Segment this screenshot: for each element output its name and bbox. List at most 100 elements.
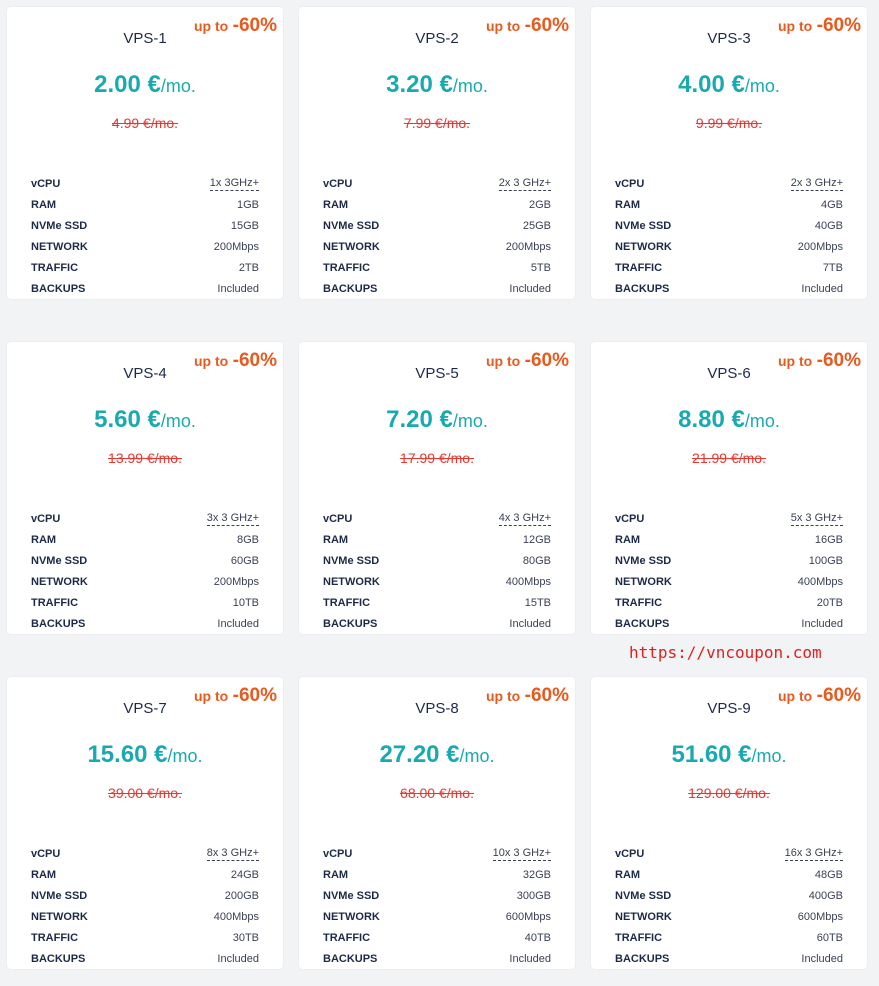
plan-name: VPS-7 bbox=[123, 700, 167, 717]
spec-label: RAM bbox=[615, 533, 641, 546]
discount-badge: up to -60% bbox=[778, 15, 861, 37]
discount-value: -60% bbox=[232, 350, 277, 371]
spec-label: BACKUPS bbox=[323, 617, 378, 630]
price-amount: 8.80 € bbox=[678, 406, 745, 433]
spec-value: 60GB bbox=[230, 554, 259, 567]
vcpu-tooltip-value[interactable]: 8x 3 GHz+ bbox=[206, 846, 259, 861]
spec-value: 12GB bbox=[522, 533, 551, 546]
spec-label: RAM bbox=[615, 868, 641, 881]
discount-prefix: up to bbox=[193, 688, 229, 704]
plan-card[interactable]: up to -60% VPS-5 7.20 €/mo. 17.99 €/mo. … bbox=[299, 342, 575, 634]
spec-row-ssd: NVMe SSD 400GB bbox=[615, 885, 843, 906]
spec-value: Included bbox=[801, 617, 843, 630]
plan-card[interactable]: up to -60% VPS-4 5.60 €/mo. 13.99 €/mo. … bbox=[7, 342, 283, 634]
spec-row-ssd: NVMe SSD 60GB bbox=[31, 550, 259, 571]
spec-list: vCPU 8x 3 GHz+ RAM 24GB NVMe SSD 200GB NETW… bbox=[31, 843, 259, 969]
spec-label: vCPU bbox=[615, 512, 645, 525]
price-amount: 7.20 € bbox=[386, 406, 453, 433]
price-amount: 4.00 € bbox=[678, 71, 745, 98]
spec-value: 200Mbps bbox=[797, 240, 843, 253]
plan-card[interactable]: up to -60% VPS-1 2.00 €/mo. 4.99 €/mo. v… bbox=[7, 7, 283, 299]
price-amount: 15.60 € bbox=[87, 741, 168, 768]
discount-badge: up to -60% bbox=[778, 685, 861, 707]
plan-card[interactable]: up to -60% VPS-9 51.60 €/mo. 129.00 €/mo… bbox=[591, 677, 867, 969]
spec-value: 200Mbps bbox=[213, 575, 259, 588]
spec-label: vCPU bbox=[31, 177, 61, 190]
spec-row-traffic: TRAFFIC 2TB bbox=[31, 257, 259, 278]
spec-label: RAM bbox=[323, 868, 349, 881]
spec-row-backups: BACKUPS Included bbox=[323, 613, 551, 634]
spec-value: 40TB bbox=[524, 931, 551, 944]
spec-row-traffic: TRAFFIC 40TB bbox=[323, 927, 551, 948]
vcpu-tooltip-value[interactable]: 3x 3 GHz+ bbox=[206, 511, 259, 526]
vcpu-tooltip-value[interactable]: 1x 3GHz+ bbox=[209, 176, 259, 191]
plan-price: 15.60 €/mo. bbox=[7, 741, 283, 769]
discount-badge: up to -60% bbox=[486, 15, 569, 37]
vcpu-tooltip-value[interactable]: 4x 3 GHz+ bbox=[498, 511, 551, 526]
plan-card[interactable]: up to -60% VPS-8 27.20 €/mo. 68.00 €/mo.… bbox=[299, 677, 575, 969]
spec-row-vcpu: vCPU 2x 3 GHz+ bbox=[615, 173, 843, 194]
spec-label: NVMe SSD bbox=[31, 219, 88, 232]
spec-list: vCPU 4x 3 GHz+ RAM 12GB NVMe SSD 80GB NETWO… bbox=[323, 508, 551, 634]
spec-label: RAM bbox=[323, 198, 349, 211]
spec-label: TRAFFIC bbox=[615, 596, 663, 609]
plan-price: 51.60 €/mo. bbox=[591, 741, 867, 769]
vcpu-tooltip-value[interactable]: 2x 3 GHz+ bbox=[790, 176, 843, 191]
spec-label: RAM bbox=[31, 868, 57, 881]
spec-label: NVMe SSD bbox=[31, 554, 88, 567]
plan-name: VPS-5 bbox=[415, 365, 459, 382]
plan-name: VPS-8 bbox=[415, 700, 459, 717]
spec-row-ssd: NVMe SSD 80GB bbox=[323, 550, 551, 571]
vcpu-tooltip-value[interactable]: 2x 3 GHz+ bbox=[498, 176, 551, 191]
spec-value: 2GB bbox=[528, 198, 551, 211]
spec-label: TRAFFIC bbox=[615, 261, 663, 274]
spec-row-network: NETWORK 400Mbps bbox=[323, 571, 551, 592]
spec-row-ram: RAM 48GB bbox=[615, 864, 843, 885]
vcpu-tooltip-value[interactable]: 5x 3 GHz+ bbox=[790, 511, 843, 526]
spec-value: 600Mbps bbox=[505, 910, 551, 923]
spec-label: TRAFFIC bbox=[615, 931, 663, 944]
spec-row-ram: RAM 8GB bbox=[31, 529, 259, 550]
spec-label: TRAFFIC bbox=[31, 931, 79, 944]
old-price: 129.00 €/mo. bbox=[688, 785, 770, 801]
spec-label: NETWORK bbox=[615, 575, 672, 588]
price-unit: /mo. bbox=[167, 746, 203, 766]
plan-card[interactable]: up to -60% VPS-2 3.20 €/mo. 7.99 €/mo. v… bbox=[299, 7, 575, 299]
spec-row-traffic: TRAFFIC 30TB bbox=[31, 927, 259, 948]
spec-row-backups: BACKUPS Included bbox=[31, 278, 259, 299]
plan-card[interactable]: up to -60% VPS-3 4.00 €/mo. 9.99 €/mo. v… bbox=[591, 7, 867, 299]
old-price: 4.99 €/mo. bbox=[111, 115, 179, 131]
price-unit: /mo. bbox=[452, 411, 488, 431]
spec-row-vcpu: vCPU 5x 3 GHz+ bbox=[615, 508, 843, 529]
discount-prefix: up to bbox=[777, 353, 813, 369]
spec-row-ram: RAM 12GB bbox=[323, 529, 551, 550]
spec-label: TRAFFIC bbox=[323, 596, 371, 609]
spec-value: Included bbox=[801, 952, 843, 965]
plan-price: 27.20 €/mo. bbox=[299, 741, 575, 769]
spec-label: BACKUPS bbox=[323, 282, 378, 295]
spec-value: 200Mbps bbox=[213, 240, 259, 253]
spec-label: NETWORK bbox=[31, 910, 88, 923]
spec-row-backups: BACKUPS Included bbox=[31, 948, 259, 969]
spec-label: vCPU bbox=[323, 847, 353, 860]
spec-value: 25GB bbox=[522, 219, 551, 232]
old-price: 9.99 €/mo. bbox=[695, 115, 763, 131]
vcpu-tooltip-value[interactable]: 10x 3 GHz+ bbox=[492, 846, 551, 861]
spec-label: NVMe SSD bbox=[323, 219, 380, 232]
plan-card[interactable]: up to -60% VPS-6 8.80 €/mo. 21.99 €/mo. … bbox=[591, 342, 867, 634]
vcpu-tooltip-value[interactable]: 16x 3 GHz+ bbox=[784, 846, 843, 861]
spec-label: RAM bbox=[323, 533, 349, 546]
discount-value: -60% bbox=[816, 350, 861, 371]
spec-value: Included bbox=[509, 952, 551, 965]
plan-name: VPS-3 bbox=[707, 30, 751, 47]
price-unit: /mo. bbox=[160, 411, 196, 431]
price-amount: 3.20 € bbox=[386, 71, 453, 98]
spec-value: Included bbox=[509, 617, 551, 630]
spec-row-network: NETWORK 600Mbps bbox=[615, 906, 843, 927]
plan-card[interactable]: up to -60% VPS-7 15.60 €/mo. 39.00 €/mo.… bbox=[7, 677, 283, 969]
spec-row-vcpu: vCPU 10x 3 GHz+ bbox=[323, 843, 551, 864]
spec-row-backups: BACKUPS Included bbox=[615, 948, 843, 969]
spec-value: 300GB bbox=[516, 889, 551, 902]
spec-label: RAM bbox=[615, 198, 641, 211]
spec-label: NVMe SSD bbox=[323, 889, 380, 902]
